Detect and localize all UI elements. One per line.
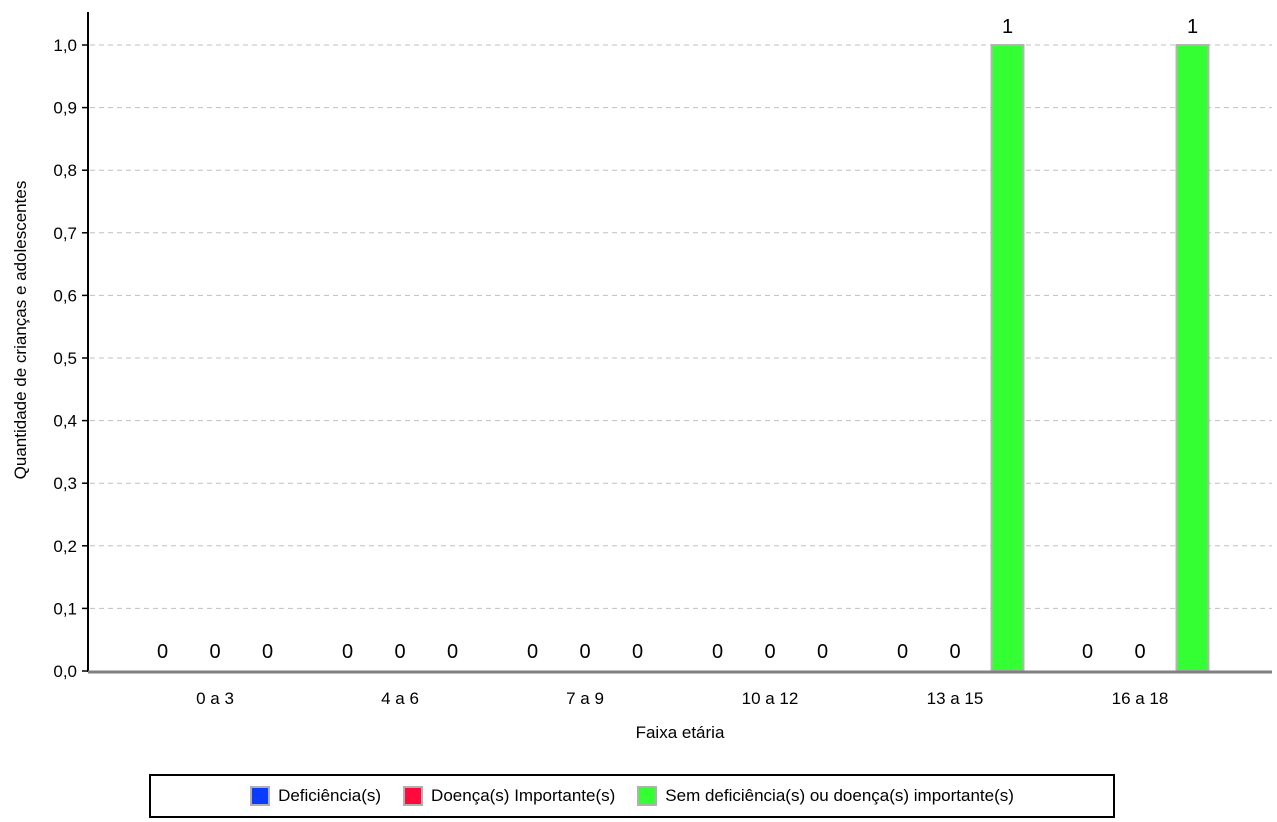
legend-swatch	[403, 786, 424, 806]
data-label: 1	[1187, 16, 1198, 38]
data-label: 0	[157, 641, 168, 663]
y-ticks: 0,0 0,1 0,2 0,3 0,4 0,5 0,6 0,7 0,8 0,9 1,0	[53, 36, 88, 681]
y-tick-label: 1,0	[53, 36, 77, 55]
chart: 0,0 0,1 0,2 0,3 0,4 0,5 0,6 0,7 0,8 0,9 1,0 0 a 3 4…	[11, 12, 1272, 742]
bars	[990, 44, 1210, 672]
y-tick-label: 0,1	[53, 599, 77, 618]
x-tick-label: 4 a 6	[381, 689, 419, 708]
data-labels: 0 0 0 0 0 0 0 0 0 0 0 0 0 0 1 0 0 1	[157, 16, 1198, 663]
legend: Deficiência(s) Doença(s) Importante(s) Sem…	[149, 774, 1115, 818]
data-label: 0	[897, 641, 908, 663]
data-label: 0	[712, 641, 723, 663]
data-label: 0	[209, 641, 220, 663]
data-label: 1	[1002, 16, 1013, 38]
legend-label: Sem deficiência(s) ou doença(s) importan…	[665, 786, 1014, 805]
legend-item: Deficiência(s)	[250, 786, 381, 806]
x-tick-label: 0 a 3	[196, 689, 234, 708]
x-ticks: 0 a 3 4 a 6 7 a 9 10 a 12 13 a 15 16 a 18	[196, 689, 1168, 708]
y-tick-label: 0,3	[53, 474, 77, 493]
data-label: 0	[949, 641, 960, 663]
x-tick-label: 7 a 9	[566, 689, 604, 708]
gridlines	[90, 44, 1272, 609]
bar	[1175, 44, 1210, 672]
y-tick-label: 0,4	[53, 412, 77, 431]
y-tick-label: 0,2	[53, 537, 77, 556]
data-label: 0	[1134, 641, 1145, 663]
x-tick-label: 16 a 18	[1112, 689, 1169, 708]
legend-swatch	[637, 786, 658, 806]
y-axis-title: Quantidade de crianças e adolescentes	[11, 181, 30, 480]
data-label: 0	[579, 641, 590, 663]
data-label: 0	[447, 641, 458, 663]
y-tick-label: 0,5	[53, 349, 77, 368]
data-label: 0	[262, 641, 273, 663]
data-label: 0	[342, 641, 353, 663]
legend-swatch	[250, 786, 271, 806]
x-tick-label: 10 a 12	[742, 689, 799, 708]
x-tick-label: 13 a 15	[927, 689, 984, 708]
y-tick-label: 0,6	[53, 286, 77, 305]
legend-label: Doença(s) Importante(s)	[431, 786, 616, 805]
data-label: 0	[394, 641, 405, 663]
axes	[87, 12, 1272, 674]
bar	[990, 44, 1025, 672]
data-label: 0	[527, 641, 538, 663]
data-label: 0	[632, 641, 643, 663]
y-tick-label: 0,8	[53, 161, 77, 180]
y-tick-label: 0,7	[53, 224, 77, 243]
legend-item: Doença(s) Importante(s)	[403, 786, 615, 806]
x-axis-title: Faixa etária	[636, 723, 725, 742]
data-label: 0	[817, 641, 828, 663]
data-label: 0	[764, 641, 775, 663]
y-tick-label: 0,9	[53, 99, 77, 118]
legend-label: Deficiência(s)	[278, 786, 382, 805]
y-tick-label: 0,0	[53, 662, 77, 681]
legend-item: Sem deficiência(s) ou doença(s) importan…	[637, 786, 1014, 806]
data-label: 0	[1082, 641, 1093, 663]
